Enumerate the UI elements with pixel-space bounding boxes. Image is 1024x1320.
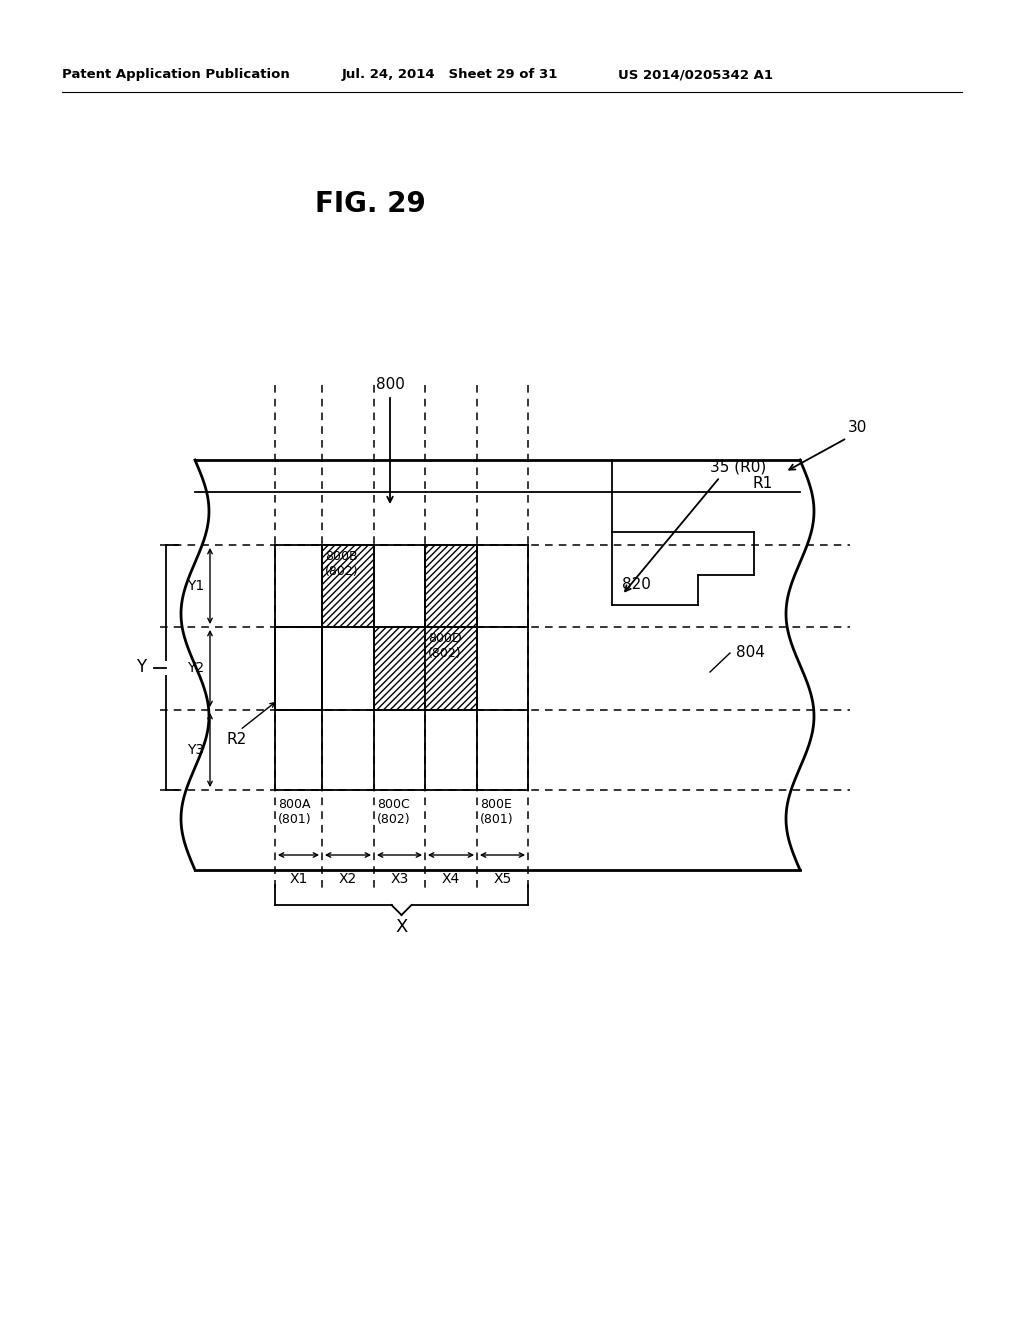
Text: Y1: Y1: [186, 579, 204, 593]
Bar: [275, 627, 322, 710]
Text: 820: 820: [622, 577, 651, 591]
Bar: [374, 627, 477, 710]
Text: 800E
(801): 800E (801): [480, 799, 514, 826]
Text: X5: X5: [494, 873, 512, 886]
Text: Patent Application Publication: Patent Application Publication: [62, 69, 290, 81]
Text: 800: 800: [376, 378, 404, 392]
Bar: [322, 545, 374, 627]
Text: US 2014/0205342 A1: US 2014/0205342 A1: [618, 69, 773, 81]
Text: X2: X2: [339, 873, 357, 886]
Text: Jul. 24, 2014   Sheet 29 of 31: Jul. 24, 2014 Sheet 29 of 31: [342, 69, 558, 81]
Text: Y: Y: [136, 659, 146, 676]
Text: Y3: Y3: [186, 743, 204, 756]
Text: FIG. 29: FIG. 29: [314, 190, 425, 218]
Bar: [425, 545, 477, 627]
Text: X: X: [395, 917, 408, 936]
Text: 800C
(802): 800C (802): [377, 799, 411, 826]
Text: 800B
(802): 800B (802): [325, 550, 358, 578]
Text: R2: R2: [226, 733, 246, 747]
Text: Y2: Y2: [186, 661, 204, 676]
Text: X3: X3: [390, 873, 409, 886]
Text: X1: X1: [290, 873, 307, 886]
Text: R1: R1: [752, 477, 772, 491]
Text: 800D
(802): 800D (802): [428, 632, 462, 660]
Text: 35 (R0): 35 (R0): [710, 459, 766, 475]
Text: 800A
(801): 800A (801): [278, 799, 311, 826]
Text: 804: 804: [736, 645, 765, 660]
Text: X4: X4: [442, 873, 460, 886]
Text: 30: 30: [848, 420, 867, 436]
